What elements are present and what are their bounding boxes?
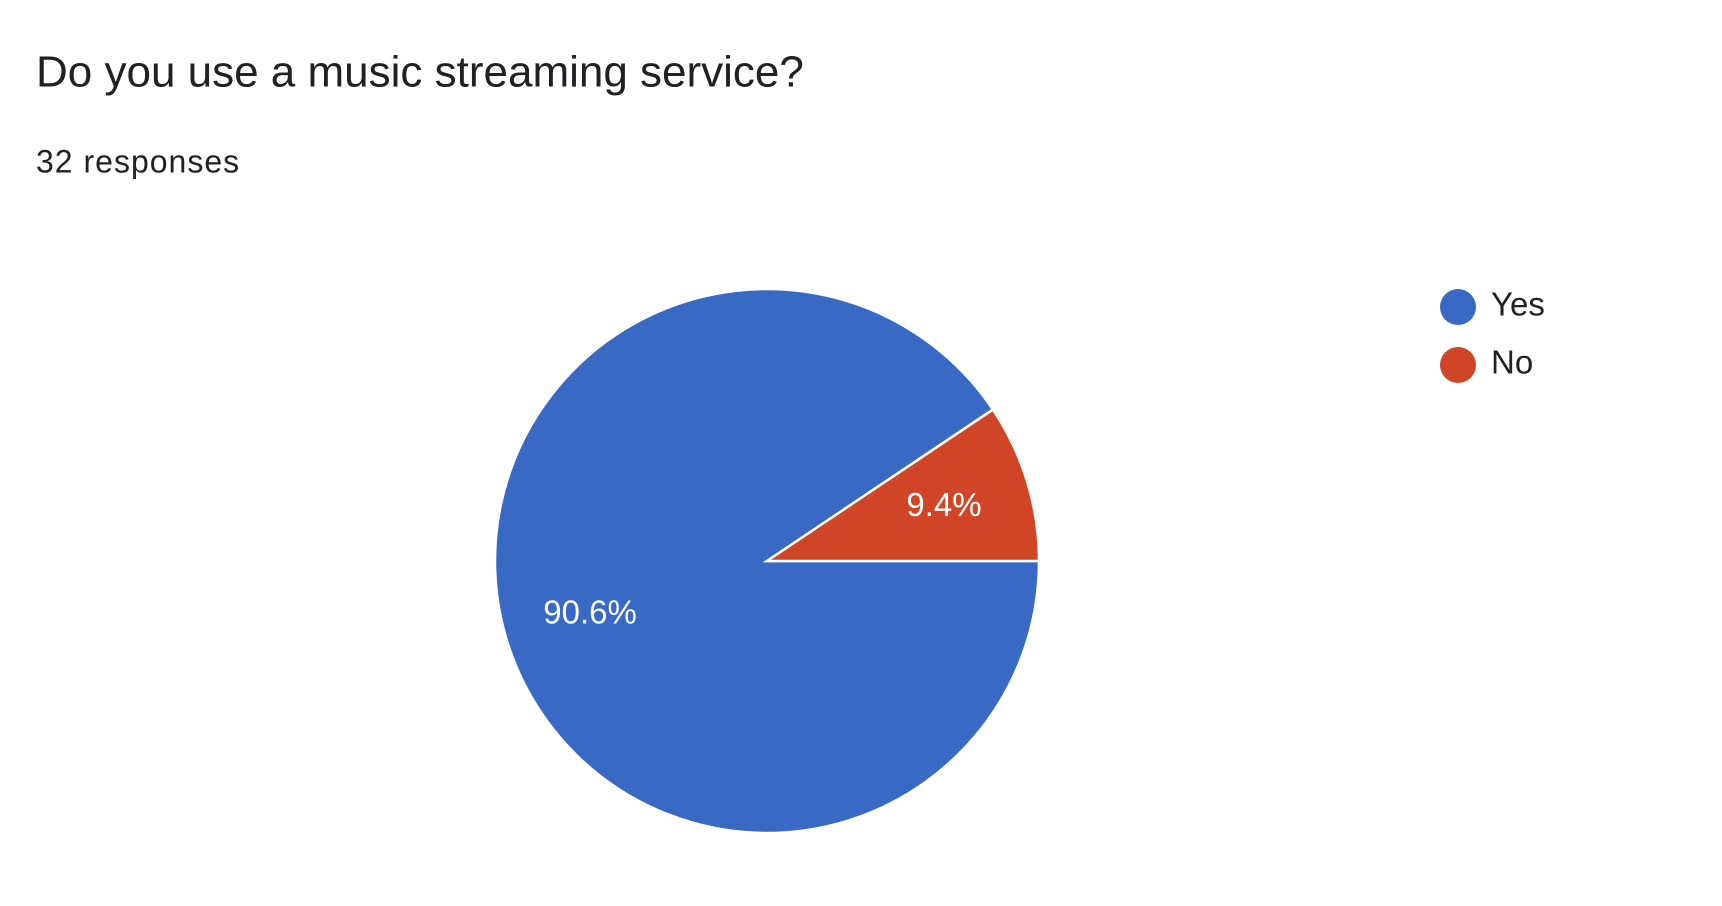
slice-label: 9.4% bbox=[906, 486, 981, 523]
pie-slice bbox=[762, 407, 1041, 563]
slice-label: 90.6% bbox=[543, 594, 637, 631]
legend-swatch bbox=[1440, 347, 1476, 383]
legend-label: Yes bbox=[1491, 286, 1545, 323]
chart-subtitle: 32 responses bbox=[36, 143, 240, 179]
legend-swatch bbox=[1440, 289, 1476, 325]
chart-title: Do you use a music streaming service? bbox=[36, 48, 804, 97]
legend-label: No bbox=[1491, 344, 1533, 381]
pie: 90.6% 9.4% bbox=[493, 287, 1041, 835]
legend: Yes No bbox=[1440, 286, 1545, 383]
